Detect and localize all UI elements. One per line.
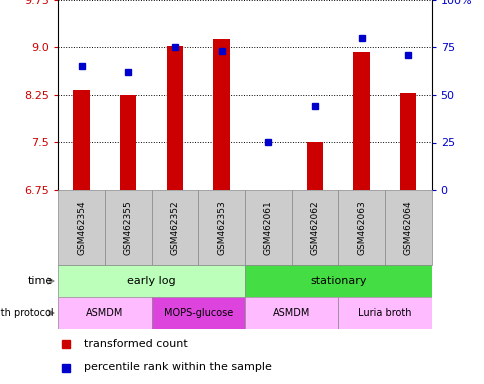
Text: stationary: stationary [309,276,366,286]
Bar [399,93,416,190]
Bar [58,265,244,297]
Text: ASMDM: ASMDM [272,308,310,318]
Bar [105,190,151,265]
Text: Luria broth: Luria broth [358,308,411,318]
Bar [291,190,337,265]
Text: GSM462062: GSM462062 [310,200,319,255]
Text: GSM462352: GSM462352 [170,200,179,255]
Text: MOPS-glucose: MOPS-glucose [163,308,232,318]
Bar [151,297,244,329]
Bar [353,52,369,190]
Bar [151,190,198,265]
Text: ASMDM: ASMDM [86,308,123,318]
Bar [166,46,182,190]
Bar [58,190,105,265]
Bar [73,90,90,190]
Bar [198,190,244,265]
Bar [244,297,338,329]
Text: GSM462354: GSM462354 [77,200,86,255]
Bar [306,142,322,190]
Bar [337,297,431,329]
Text: GSM462061: GSM462061 [263,200,272,255]
Text: growth protocol: growth protocol [0,308,53,318]
Bar [58,297,151,329]
Bar [244,190,291,265]
Text: GSM462353: GSM462353 [217,200,226,255]
Bar [384,190,431,265]
Bar [259,190,276,194]
Text: transformed count: transformed count [84,339,188,349]
Bar [244,265,431,297]
Text: GSM462063: GSM462063 [356,200,365,255]
Text: early log: early log [127,276,176,286]
Bar [337,190,384,265]
Text: GSM462064: GSM462064 [403,200,412,255]
Bar [213,39,229,190]
Text: GSM462355: GSM462355 [123,200,133,255]
Text: percentile rank within the sample: percentile rank within the sample [84,362,272,372]
Text: time: time [28,276,53,286]
Bar [120,95,136,190]
